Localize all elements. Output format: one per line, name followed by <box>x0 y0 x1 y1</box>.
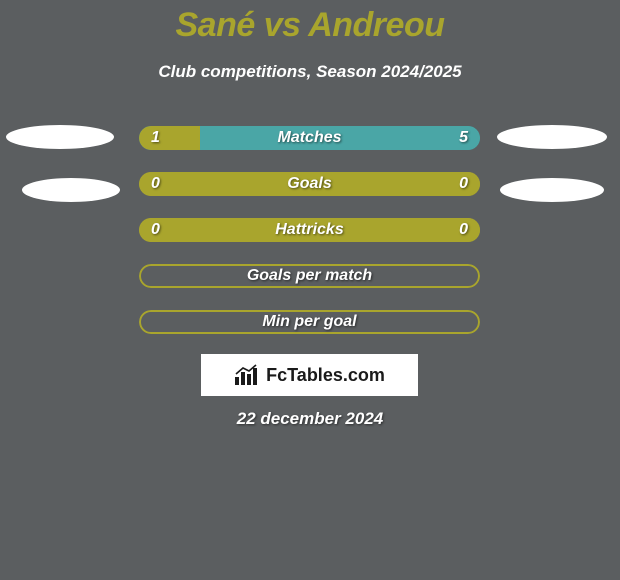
stat-bar: Hattricks00 <box>139 218 480 242</box>
source-logo-text: FcTables.com <box>266 365 385 386</box>
stat-bar: Goals per match <box>139 264 480 288</box>
source-logo: FcTables.com <box>201 354 418 396</box>
player-left-badge-1 <box>6 125 114 149</box>
player-right-badge-1 <box>497 125 607 149</box>
stat-bar-bg <box>139 264 480 288</box>
chart-title: Sané vs Andreou <box>0 6 620 45</box>
chart-subtitle: Club competitions, Season 2024/2025 <box>0 62 620 82</box>
stat-bar-left-fill <box>139 218 480 242</box>
stat-bar-bg <box>139 310 480 334</box>
player-right-badge-2 <box>500 178 604 202</box>
chart-date: 22 december 2024 <box>0 409 620 429</box>
stat-bar: Min per goal <box>139 310 480 334</box>
stat-bar-left-fill <box>139 126 200 150</box>
chart-icon <box>234 364 260 386</box>
comparison-chart: Sané vs Andreou Club competitions, Seaso… <box>0 0 620 580</box>
player-left-badge-2 <box>22 178 120 202</box>
stat-bar: Goals00 <box>139 172 480 196</box>
stat-bar: Matches15 <box>139 126 480 150</box>
stat-bar-left-fill <box>139 172 480 196</box>
stat-bar-right-fill <box>200 126 480 150</box>
